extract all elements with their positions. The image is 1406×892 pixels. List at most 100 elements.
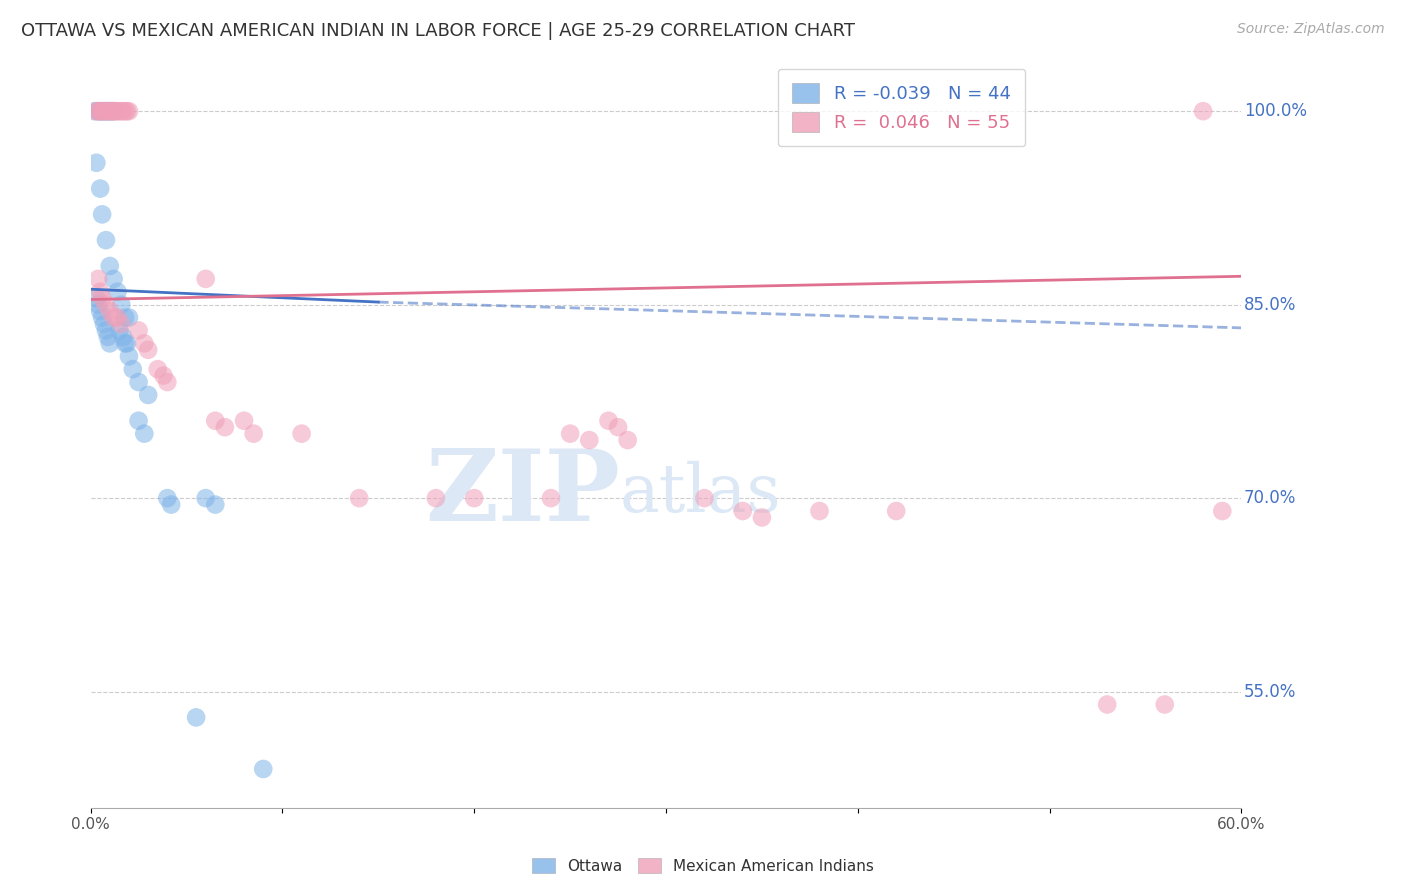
Point: [86, 291, 108, 305]
Point: [540, 491, 562, 505]
Point: [146, 362, 169, 376]
Point: [156, 375, 179, 389]
Point: [110, 104, 132, 119]
Legend: R = -0.039   N = 44, R =  0.046   N = 55: R = -0.039 N = 44, R = 0.046 N = 55: [778, 69, 1025, 146]
Point: [103, 272, 125, 286]
Point: [107, 104, 129, 119]
Point: [97, 330, 120, 344]
Text: ZIP: ZIP: [425, 445, 620, 542]
Point: [128, 323, 150, 337]
Point: [136, 388, 159, 402]
Point: [1153, 698, 1175, 712]
Point: [83, 104, 105, 119]
Point: [97, 104, 120, 119]
Point: [103, 310, 125, 325]
Point: [104, 104, 127, 119]
Legend: Ottawa, Mexican American Indians: Ottawa, Mexican American Indians: [526, 852, 880, 880]
Point: [98, 104, 121, 119]
Point: [751, 510, 773, 524]
Point: [134, 336, 156, 351]
Point: [89, 181, 111, 195]
Point: [194, 491, 217, 505]
Point: [1192, 104, 1215, 119]
Point: [115, 104, 138, 119]
Point: [578, 433, 600, 447]
Point: [98, 336, 121, 351]
Point: [108, 104, 131, 119]
Point: [184, 710, 207, 724]
Text: atlas: atlas: [620, 461, 782, 526]
Point: [112, 330, 135, 344]
Point: [94, 233, 117, 247]
Point: [107, 310, 129, 325]
Point: [731, 504, 754, 518]
Point: [242, 426, 264, 441]
Point: [204, 498, 226, 512]
Point: [114, 310, 136, 325]
Point: [425, 491, 447, 505]
Point: [86, 155, 108, 169]
Point: [98, 104, 121, 119]
Point: [93, 104, 115, 119]
Point: [110, 298, 132, 312]
Point: [100, 104, 122, 119]
Point: [87, 104, 110, 119]
Point: [93, 317, 115, 331]
Point: [89, 104, 111, 119]
Point: [115, 336, 138, 351]
Point: [252, 762, 274, 776]
Point: [156, 491, 179, 505]
Point: [121, 362, 143, 376]
Text: Source: ZipAtlas.com: Source: ZipAtlas.com: [1237, 22, 1385, 37]
Point: [94, 104, 117, 119]
Text: 100.0%: 100.0%: [1244, 103, 1306, 120]
Point: [112, 104, 135, 119]
Point: [110, 317, 132, 331]
Point: [884, 504, 907, 518]
Point: [1095, 698, 1118, 712]
Point: [1211, 504, 1233, 518]
Point: [108, 323, 131, 337]
Point: [86, 104, 108, 119]
Point: [89, 285, 111, 299]
Point: [91, 291, 114, 305]
Text: 85.0%: 85.0%: [1244, 295, 1296, 314]
Point: [693, 491, 716, 505]
Point: [114, 104, 136, 119]
Text: 55.0%: 55.0%: [1244, 682, 1296, 700]
Point: [118, 349, 141, 363]
Point: [91, 207, 114, 221]
Point: [136, 343, 159, 357]
Point: [134, 426, 156, 441]
Point: [233, 414, 256, 428]
Point: [291, 426, 314, 441]
Point: [160, 498, 183, 512]
Point: [94, 298, 117, 312]
Point: [598, 414, 620, 428]
Point: [87, 298, 110, 312]
Point: [87, 104, 110, 119]
Point: [347, 491, 370, 505]
Point: [607, 420, 630, 434]
Point: [91, 310, 114, 325]
Point: [100, 104, 122, 119]
Point: [91, 104, 114, 119]
Text: 70.0%: 70.0%: [1244, 489, 1296, 508]
Point: [808, 504, 831, 518]
Point: [463, 491, 485, 505]
Point: [152, 368, 174, 383]
Point: [616, 433, 638, 447]
Point: [114, 336, 136, 351]
Point: [118, 104, 141, 119]
Point: [87, 272, 110, 286]
Text: OTTAWA VS MEXICAN AMERICAN INDIAN IN LABOR FORCE | AGE 25-29 CORRELATION CHART: OTTAWA VS MEXICAN AMERICAN INDIAN IN LAB…: [21, 22, 855, 40]
Point: [118, 310, 141, 325]
Point: [94, 323, 117, 337]
Point: [94, 104, 117, 119]
Point: [103, 104, 125, 119]
Point: [89, 304, 111, 318]
Point: [194, 272, 217, 286]
Point: [107, 285, 129, 299]
Point: [98, 259, 121, 273]
Point: [214, 420, 236, 434]
